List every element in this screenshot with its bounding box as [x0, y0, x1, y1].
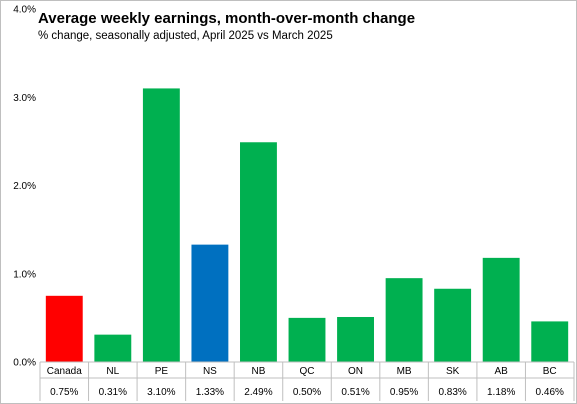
value-label: 1.18%: [487, 387, 515, 398]
category-label: Canada: [47, 366, 82, 377]
y-tick-label: 0.0%: [13, 358, 36, 369]
category-label: NL: [106, 366, 119, 377]
bar-canada: [45, 295, 83, 362]
value-label: 3.10%: [147, 387, 175, 398]
category-label: QC: [300, 366, 315, 377]
value-label: 1.33%: [196, 387, 224, 398]
category-label: PE: [155, 366, 169, 377]
bar-mb: [385, 278, 423, 362]
bar-ab: [482, 257, 520, 362]
bar-bc: [531, 321, 569, 362]
chart-subtitle: % change, seasonally adjusted, April 202…: [38, 30, 333, 42]
category-label: AB: [495, 366, 509, 377]
category-label: BC: [543, 366, 557, 377]
bar-sk: [434, 288, 472, 362]
category-label: MB: [397, 366, 412, 377]
category-label: NB: [252, 366, 266, 377]
category-label: NS: [203, 366, 217, 377]
bar-pe: [142, 88, 180, 363]
value-label: 2.49%: [244, 387, 272, 398]
bar-qc: [288, 317, 326, 362]
y-tick-label: 3.0%: [13, 93, 36, 104]
value-label: 0.51%: [341, 387, 369, 398]
y-tick-label: 1.0%: [13, 269, 36, 280]
bar-nb: [240, 142, 277, 362]
value-label: 0.95%: [390, 387, 418, 398]
bar-on: [337, 316, 374, 362]
y-tick-label: 4.0%: [13, 5, 36, 16]
bar-nl: [94, 334, 132, 362]
y-tick-label: 2.0%: [13, 181, 36, 192]
value-label: 0.83%: [438, 387, 466, 398]
bar-ns: [191, 244, 229, 362]
chart-title: Average weekly earnings, month-over-mont…: [38, 10, 416, 27]
category-label: SK: [446, 366, 460, 377]
value-label: 0.50%: [293, 387, 321, 398]
category-label: ON: [348, 366, 363, 377]
value-label: 0.46%: [536, 387, 564, 398]
value-label: 0.75%: [50, 387, 78, 398]
value-label: 0.31%: [99, 387, 127, 398]
